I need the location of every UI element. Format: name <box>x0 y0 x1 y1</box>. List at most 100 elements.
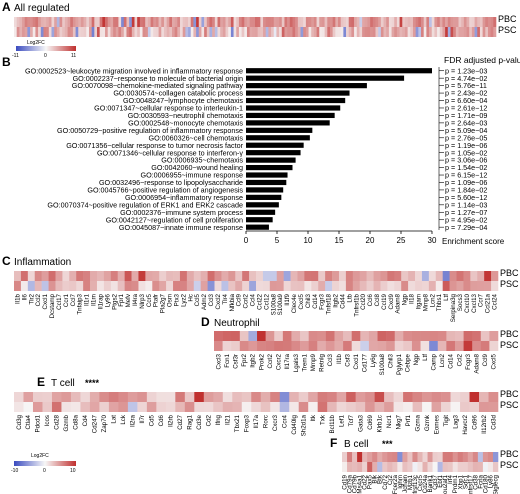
gene-label: Cd3e <box>196 414 203 429</box>
heat-a-cell-0-111 <box>311 17 315 27</box>
gene-label: Cr2 <box>387 474 394 485</box>
gene-label: Cd44 <box>339 293 346 308</box>
heat-f-cell-1-4 <box>362 462 368 472</box>
heat-c-cell-1-56 <box>401 281 409 291</box>
heat-a-cell-0-70 <box>201 17 205 27</box>
gene-label: Cxcr5 <box>417 474 424 491</box>
heat-c-cell-1-22 <box>166 281 174 291</box>
heat-e-cell-0-3 <box>42 392 53 402</box>
gene-label: Ebf1 <box>437 474 444 487</box>
heat-a-cell-1-161 <box>445 27 449 37</box>
heat-a-cell-0-133 <box>370 17 374 27</box>
heat-c-cell-0-1 <box>20 271 29 281</box>
gene-label: Ccl2 <box>35 293 42 306</box>
gene-label: Prok2 <box>258 353 265 370</box>
heat-a-cell-0-113 <box>316 17 320 27</box>
heat-f-cell-0-1 <box>347 452 353 462</box>
heat-a-cell-1-135 <box>375 27 379 37</box>
heat-a-cell-0-27 <box>86 17 90 27</box>
heat-a-cell-0-52 <box>153 17 157 27</box>
heat-a-cell-0-66 <box>190 17 194 27</box>
gene-label: Ctla4 <box>25 414 32 429</box>
gene-label: Rag1 <box>187 414 194 429</box>
heat-a-cell-1-62 <box>180 27 183 37</box>
gene-label: Ltf <box>422 354 429 361</box>
heat-a-cell-0-62 <box>180 17 183 27</box>
bar-14 <box>246 172 288 178</box>
heat-f-cell-1-21 <box>447 462 454 472</box>
heat-f-cell-1-25 <box>467 462 474 472</box>
heat-a-cell-0-85 <box>241 17 245 27</box>
heat-d-cell-0-27 <box>446 331 456 341</box>
heat-a-cell-1-29 <box>91 27 95 37</box>
heat-c-cell-1-62 <box>442 281 450 291</box>
heat-a-cell-0-56 <box>163 17 167 27</box>
heat-e-cell-1-41 <box>403 402 413 412</box>
heat-e-cell-0-34 <box>336 392 347 402</box>
heat-a-cell-1-97 <box>273 27 277 37</box>
gene-label: Icos <box>44 415 51 426</box>
heat-a-cell-0-8 <box>35 17 39 27</box>
heat-c-cell-0-0 <box>14 271 22 281</box>
heat-a-cell-1-17 <box>59 27 63 37</box>
heat-f-cell-1-2 <box>352 462 358 472</box>
legend-bottom-zero: 0 <box>43 468 46 474</box>
heat-e-cell-1-39 <box>384 402 394 412</box>
heat-e-cell-0-43 <box>422 392 432 402</box>
heat-e-cell-1-17 <box>175 402 186 412</box>
heat-e-cell-1-50 <box>488 402 499 412</box>
heat-a-cell-1-21 <box>70 27 74 37</box>
heat-c-cell-0-38 <box>276 271 284 281</box>
bar-21 <box>246 224 269 230</box>
heat-c-cell-1-14 <box>110 281 119 291</box>
heat-a-cell-0-2 <box>19 17 23 27</box>
heat-c-cell-1-7 <box>62 281 70 291</box>
heat-a-cell-1-57 <box>166 27 170 37</box>
heat-f-cell-1-15 <box>417 462 423 472</box>
heat-a-cell-1-52 <box>153 27 157 37</box>
panel-c-title: Inflammation <box>14 257 71 268</box>
heat-a-cell-1-112 <box>313 27 317 37</box>
heat-a-cell-0-73 <box>209 17 213 27</box>
gene-label: Itgb2 <box>250 353 257 367</box>
heat-c-cell-0-48 <box>345 271 354 281</box>
heat-e-cell-0-6 <box>70 392 81 402</box>
heat-c-cell-0-7 <box>62 271 70 281</box>
heat-a-cell-0-109 <box>305 17 309 27</box>
heat-c-cell-0-4 <box>41 271 49 281</box>
gene-label: Camp <box>430 353 437 370</box>
panel-a-letter: A <box>2 0 11 14</box>
gene-label: Ms4a1 <box>357 474 364 493</box>
heat-c-cell-0-21 <box>159 271 167 281</box>
heat-a-cell-1-110 <box>308 27 312 37</box>
heat-c-cell-1-39 <box>283 281 291 291</box>
heat-f-cell-1-10 <box>392 462 398 472</box>
heat-a-cell-0-170 <box>469 17 473 27</box>
gene-label: Tnfaip3 <box>77 293 84 314</box>
gene-label: Thbs1 <box>436 293 443 311</box>
heat-a-cell-1-14 <box>51 27 55 37</box>
heat-c-cell-0-64 <box>456 271 464 281</box>
gene-label: Cd40lg <box>291 414 298 434</box>
heat-a-cell-0-61 <box>177 17 181 27</box>
heat-a-cell-0-123 <box>343 17 347 27</box>
gene-label: Fpr2 <box>241 353 248 366</box>
heat-e-cell-0-37 <box>365 392 375 402</box>
heat-a-cell-0-84 <box>238 17 242 27</box>
panel-e-row-label-pbc: PBC <box>500 389 519 399</box>
heat-c-cell-1-28 <box>207 281 215 291</box>
panel-a-row-label-psc: PSC <box>498 25 517 35</box>
gene-label: Ccrl2 <box>267 353 274 368</box>
gene-label: Mzb1 <box>407 474 414 490</box>
panel-f-gene-labels: Cd19Cd79aCd79bMs4a1Cd22Pax5BlkBtkCd72Cr2… <box>342 474 500 494</box>
heat-a-cell-1-130 <box>362 27 366 37</box>
heat-a-cell-0-116 <box>324 17 328 27</box>
heat-a-cell-1-81 <box>230 27 234 37</box>
gene-label: Ccl21a <box>485 293 492 313</box>
gene-label: Ccr1 <box>63 293 70 307</box>
heat-c-cell-1-41 <box>297 281 305 291</box>
heat-f-cell-1-7 <box>377 462 383 472</box>
heat-c-cell-1-31 <box>228 281 236 291</box>
gene-label: Gata3 <box>357 414 364 431</box>
heat-a-cell-0-155 <box>429 17 433 27</box>
